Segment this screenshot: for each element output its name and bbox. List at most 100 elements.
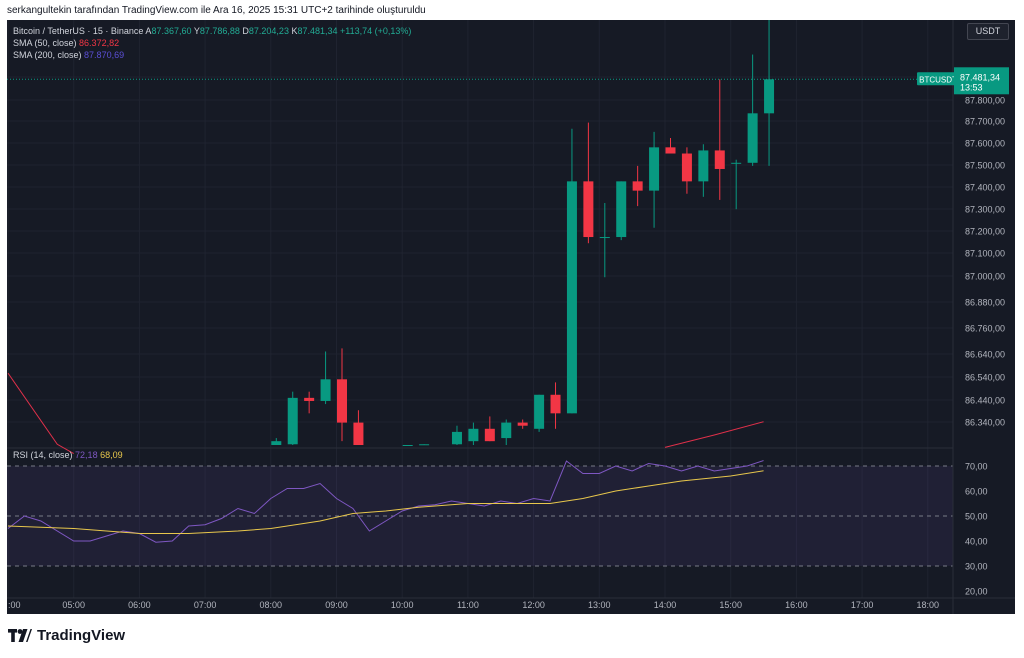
time-tick-label: 13:00 (588, 600, 611, 610)
rsi-ma-line (7, 470, 764, 534)
time-tick-label: 17:00 (851, 600, 874, 610)
rsi-tick-label: 20,00 (965, 587, 988, 597)
candle-body (616, 181, 627, 238)
price-axis-area (953, 20, 1015, 614)
rsi-ma-value: 68,09 (100, 450, 123, 460)
chart-panel[interactable]: 87.900,0087.800,0087.700,0087.600,0087.5… (7, 20, 1015, 614)
open-value: 87.367,60 (151, 26, 192, 36)
candle (714, 79, 725, 200)
high-value: 87.786,88 (199, 26, 240, 36)
candle-body (402, 445, 413, 446)
time-tick-label: 05:00 (62, 600, 85, 610)
currency-selector[interactable]: USDT (967, 23, 1009, 40)
candle-body (451, 431, 462, 445)
candle-body (353, 422, 364, 445)
rsi-tick-label: 30,00 (965, 562, 988, 572)
candle (731, 159, 742, 210)
candle-body (714, 150, 725, 169)
candle (320, 351, 331, 405)
time-tick-label: 09:00 (325, 600, 348, 610)
candle-body (419, 444, 430, 446)
candle (304, 391, 315, 414)
close-value: 87.481,34 (297, 26, 338, 36)
change-value: +113,74 (+0,13%) (340, 26, 412, 36)
candle-body (731, 162, 742, 164)
symbol-legend: Bitcoin / TetherUS · 15 · Binance A87.36… (13, 26, 412, 36)
tradingview-brand[interactable]: TradingView (8, 627, 125, 644)
candle (402, 445, 413, 446)
candle (468, 422, 479, 445)
rsi-tick-label: 50,00 (965, 512, 988, 522)
price-tick-label: 86.640,00 (965, 350, 1005, 360)
candle-body (337, 379, 347, 423)
price-tick-label: 87.100,00 (965, 249, 1005, 259)
candle-body (484, 428, 495, 442)
price-tick-label: 86.440,00 (965, 396, 1005, 406)
price-tick-label: 87.000,00 (965, 272, 1005, 282)
price-chart[interactable]: 87.900,0087.800,0087.700,0087.600,0087.5… (7, 20, 1015, 614)
candle (747, 54, 758, 166)
candle-body (583, 181, 594, 238)
candle (566, 128, 577, 414)
candle-body (534, 394, 545, 429)
candle (665, 138, 676, 154)
candle-body (304, 397, 315, 401)
candle (451, 425, 462, 445)
candle (353, 410, 364, 445)
candle (599, 203, 610, 278)
time-tick-label: 12:00 (522, 600, 545, 610)
price-tick-label: 87.200,00 (965, 227, 1005, 237)
price-tick-label: 87.800,00 (965, 96, 1005, 106)
price-tick-label: 87.600,00 (965, 139, 1005, 149)
candle-body (632, 181, 643, 191)
sma50-line (7, 372, 74, 454)
sma200-value: 87.870,69 (84, 50, 125, 60)
candle (583, 122, 594, 244)
time-tick-label: 10:00 (391, 600, 414, 610)
candle (534, 394, 545, 432)
candle (681, 147, 692, 194)
price-tick-label: 87.300,00 (965, 205, 1005, 215)
price-tick-label: 86.340,00 (965, 418, 1005, 428)
candle-body (320, 379, 331, 401)
low-value: 87.204,23 (248, 26, 289, 36)
candle (517, 419, 528, 429)
candle-body (271, 441, 282, 445)
price-tick-label: 86.760,00 (965, 324, 1005, 334)
candle-body (649, 147, 660, 191)
time-tick-label: :00 (8, 600, 21, 610)
time-tick-label: 07:00 (194, 600, 217, 610)
price-tick-label: 86.880,00 (965, 298, 1005, 308)
time-tick-label: 15:00 (719, 600, 742, 610)
chart-caption: serkangultekin tarafından TradingView.co… (7, 5, 426, 16)
candle-body (550, 394, 561, 414)
price-tag (954, 67, 1009, 95)
candle-body (681, 153, 692, 182)
candle (698, 144, 709, 197)
rsi-tick-label: 70,00 (965, 462, 988, 472)
ticker-tag (917, 72, 959, 86)
time-tick-label: 14:00 (654, 600, 677, 610)
symbol-name: Bitcoin / TetherUS · 15 · Binance (13, 26, 144, 36)
candle-body (501, 422, 512, 439)
candle (649, 131, 660, 228)
price-tag-countdown: 13:53 (960, 82, 983, 92)
candle (550, 382, 561, 429)
price-tick-label: 87.700,00 (965, 117, 1005, 127)
price-tag-value: 87.481,34 (960, 72, 1000, 82)
rsi-line (7, 460, 764, 543)
rsi-legend[interactable]: RSI (14, close) 72,18 68,09 (13, 450, 123, 460)
sma50-legend[interactable]: SMA (50, close) 86.372,82 (13, 38, 120, 48)
candle (484, 416, 495, 442)
time-tick-label: 08:00 (260, 600, 283, 610)
candle-body (599, 237, 610, 239)
price-tick-label: 87.500,00 (965, 161, 1005, 171)
rsi-value: 72,18 (75, 450, 98, 460)
sma50-value: 86.372,82 (79, 38, 120, 48)
candle (271, 438, 282, 445)
sma200-legend[interactable]: SMA (200, close) 87.870,69 (13, 50, 125, 60)
time-tick-label: 06:00 (128, 600, 151, 610)
candle (764, 20, 775, 166)
candle (287, 391, 298, 445)
candle-body (468, 428, 479, 442)
